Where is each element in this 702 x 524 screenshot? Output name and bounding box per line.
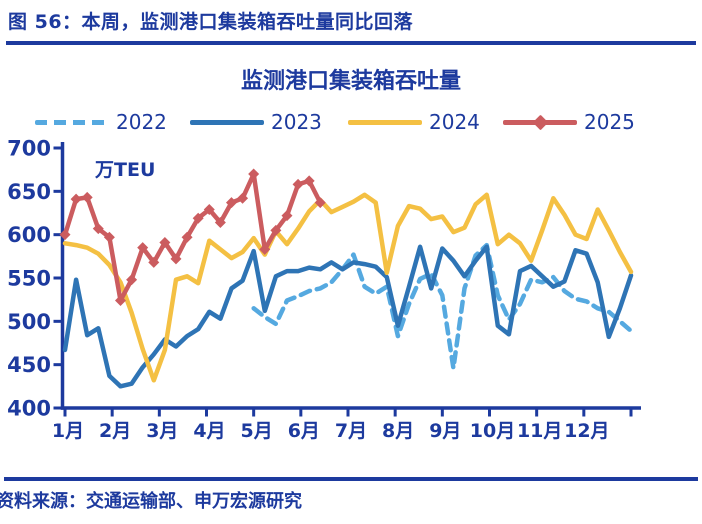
legend-label-2024: 2024 <box>429 110 480 134</box>
legend-label-2022: 2022 <box>116 110 167 134</box>
legend-line-2022-icon <box>35 119 109 125</box>
svg-text:650: 650 <box>7 180 51 204</box>
svg-text:450: 450 <box>7 353 51 377</box>
chart-legend: 2022 2023 2024 2025 <box>0 108 702 136</box>
svg-text:4月: 4月 <box>193 420 225 442</box>
svg-text:9月: 9月 <box>429 420 461 442</box>
svg-text:700: 700 <box>7 137 51 161</box>
legend-item-2022: 2022 <box>35 108 167 136</box>
legend-item-2024: 2024 <box>348 108 480 136</box>
legend-line-2025-icon <box>503 114 577 130</box>
legend-label-2025: 2025 <box>584 110 635 134</box>
svg-text:10月: 10月 <box>470 420 515 442</box>
svg-text:500: 500 <box>7 310 51 334</box>
figure-title: 图 56：本周，监测港口集装箱吞吐量同比回落 <box>8 11 414 33</box>
title-underline <box>6 41 696 45</box>
series-group <box>59 168 634 389</box>
svg-text:600: 600 <box>7 223 51 247</box>
svg-text:6月: 6月 <box>288 420 320 442</box>
legend-label-2023: 2023 <box>271 110 322 134</box>
source-text: 资料来源：交通运输部、申万宏源研究 <box>0 491 302 512</box>
legend-line-2024-icon <box>348 119 422 125</box>
legend-item-2025: 2025 <box>503 108 635 136</box>
svg-text:12月: 12月 <box>564 420 609 442</box>
svg-text:8月: 8月 <box>382 420 414 442</box>
svg-text:7月: 7月 <box>335 420 367 442</box>
svg-text:550: 550 <box>7 267 51 291</box>
svg-text:3月: 3月 <box>146 420 178 442</box>
svg-text:2月: 2月 <box>99 420 131 442</box>
chart-title: 监测港口集装箱吞吐量 <box>240 69 461 94</box>
unit-label: 万TEU <box>94 159 155 181</box>
legend-line-2023-icon <box>190 119 264 125</box>
legend-item-2023: 2023 <box>190 108 322 136</box>
svg-text:5月: 5月 <box>241 420 273 442</box>
svg-text:11月: 11月 <box>517 420 562 442</box>
svg-text:400: 400 <box>7 397 51 421</box>
svg-text:1月: 1月 <box>52 420 84 442</box>
source-divider <box>4 477 698 481</box>
